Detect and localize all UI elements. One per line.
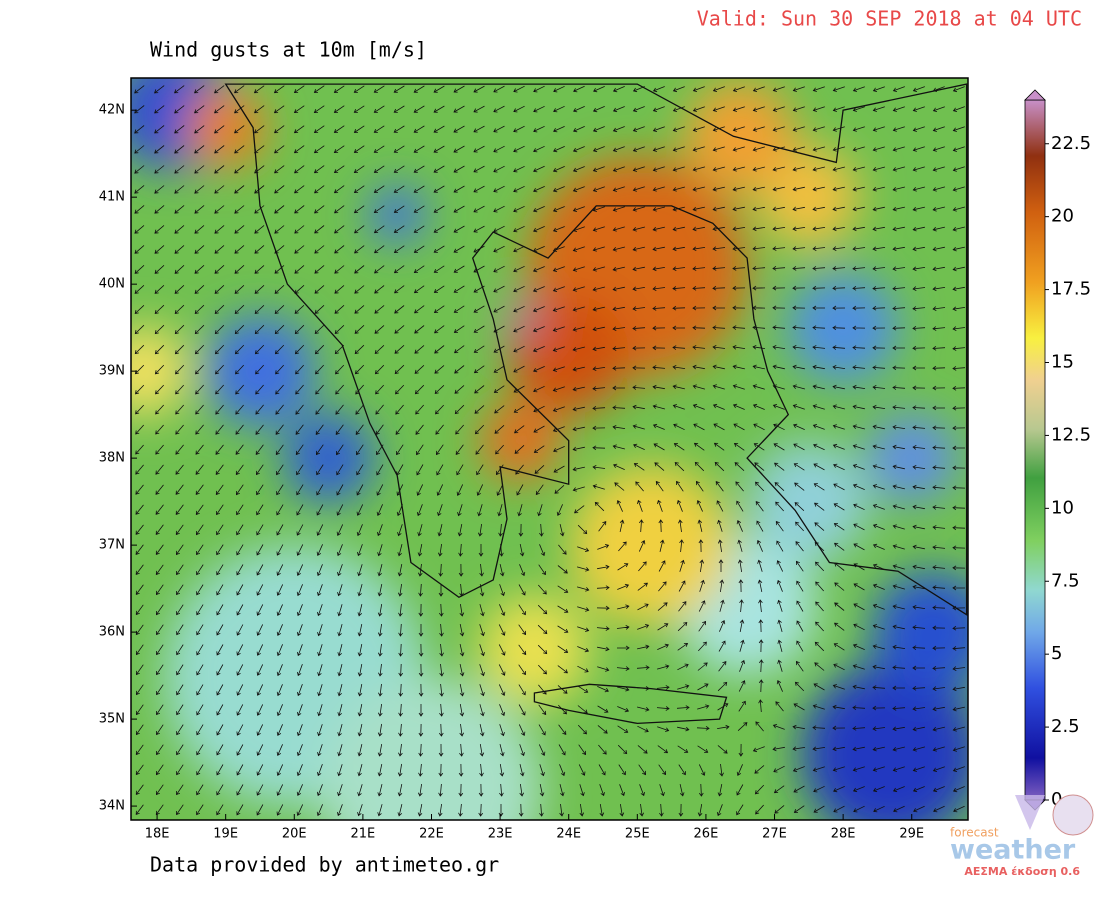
wind-patch (571, 465, 732, 626)
colorbar-label: 12.5 (1051, 424, 1091, 445)
map-title: Wind gusts at 10m [m/s] (150, 38, 427, 62)
wind-patch (283, 413, 374, 504)
credit: Data provided by antimeteo.gr (150, 853, 499, 877)
lat-label: 35N (99, 712, 125, 727)
wind-patch (321, 678, 542, 820)
colorbar-label: 7.5 (1051, 570, 1080, 591)
lon-label: 26E (694, 827, 719, 842)
lat-label: 39N (99, 364, 125, 379)
map-area (131, 78, 968, 820)
colorbar-label: 17.5 (1051, 279, 1091, 300)
logo: forecast weather ΑΕΣΜΑ έκδοση 0.6 (950, 794, 1094, 878)
wind-patch (131, 326, 189, 417)
lon-label: 29E (899, 827, 924, 842)
wind-patch (758, 147, 859, 248)
wind-field (131, 78, 968, 820)
lat-label: 41N (99, 190, 125, 205)
colorbar-label: 22.5 (1051, 133, 1091, 154)
colorbar-label: 15 (1051, 352, 1074, 373)
colorbar: 0 2.5 5 7.5 10 12.5 15 17.5 20 22.5 (1024, 89, 1091, 811)
lon-label: 23E (488, 827, 513, 842)
lon-label: 20E (282, 827, 307, 842)
lon-label: 22E (419, 827, 444, 842)
colorbar-label: 0 (1051, 789, 1062, 810)
logo-globe (1052, 794, 1094, 836)
wind-patch (480, 400, 561, 481)
colorbar-label: 10 (1051, 497, 1074, 518)
lon-label: 19E (213, 827, 238, 842)
map-frame (130, 77, 969, 821)
logo-version: ΑΕΣΜΑ έκδοση 0.6 (964, 865, 1080, 878)
wind-patch (508, 293, 629, 414)
wind-patch (801, 663, 968, 820)
wind-patch (685, 81, 796, 192)
colorbar-scale (1024, 99, 1046, 801)
wind-patch (369, 186, 426, 243)
lat-label: 36N (99, 625, 125, 640)
wind-patch (204, 316, 315, 427)
lon-label: 27E (762, 827, 787, 842)
lat-label: 38N (99, 451, 125, 466)
lat-label: 42N (99, 103, 125, 118)
lon-label: 21E (351, 827, 376, 842)
colorbar-label: 2.5 (1051, 716, 1080, 737)
lon-label: 25E (625, 827, 650, 842)
colorbar-label: 20 (1051, 206, 1074, 227)
valid-time: Valid: Sun 30 SEP 2018 at 04 UTC (697, 7, 1082, 31)
lat-label: 34N (99, 799, 125, 814)
lat-label: 37N (99, 538, 125, 553)
lat-label: 40N (99, 277, 125, 292)
lon-label: 18E (145, 827, 170, 842)
wind-patch (788, 272, 899, 383)
wind-patch (748, 441, 869, 562)
lon-label: 24E (556, 827, 581, 842)
wind-arrows (134, 85, 966, 817)
wind-patch (479, 594, 590, 705)
logo-small: forecast (950, 826, 999, 840)
colorbar-label: 5 (1051, 643, 1062, 664)
wind-patch (866, 413, 957, 504)
wind-patch (502, 300, 539, 337)
lon-label: 28E (831, 827, 856, 842)
colorbar-top-arrow (1024, 89, 1046, 101)
wind-patch (872, 572, 968, 693)
logo-mark (1015, 795, 1045, 830)
coastlines (224, 83, 968, 725)
logo-brand: weather (950, 835, 1076, 866)
wind-patch (185, 87, 266, 168)
